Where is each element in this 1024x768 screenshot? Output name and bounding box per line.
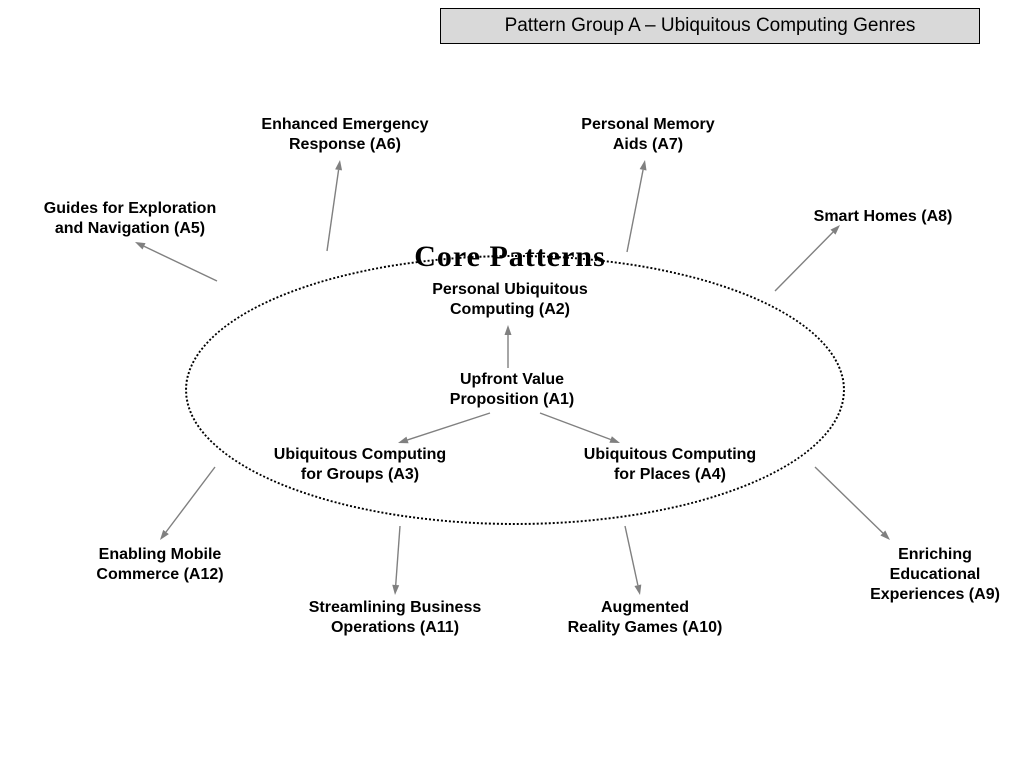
node-a6: Enhanced Emergency Response (A6) xyxy=(235,115,455,155)
node-a8: Smart Homes (A8) xyxy=(793,207,973,227)
node-a7: Personal Memory Aids (A7) xyxy=(563,115,733,155)
page-title: Pattern Group A – Ubiquitous Computing G… xyxy=(505,15,916,37)
node-a1: Upfront Value Proposition (A1) xyxy=(422,370,602,410)
node-a11: Streamlining Business Operations (A11) xyxy=(285,598,505,638)
node-a10: Augmented Reality Games (A10) xyxy=(545,598,745,638)
node-a12: Enabling Mobile Commerce (A12) xyxy=(75,545,245,585)
node-a9: Enriching Educational Experiences (A9) xyxy=(855,545,1015,605)
node-a3: Ubiquitous Computing for Groups (A3) xyxy=(250,445,470,485)
node-a4: Ubiquitous Computing for Places (A4) xyxy=(560,445,780,485)
title-box: Pattern Group A – Ubiquitous Computing G… xyxy=(440,8,980,44)
node-a5: Guides for Exploration and Navigation (A… xyxy=(20,199,240,239)
node-a2: Personal Ubiquitous Computing (A2) xyxy=(410,280,610,320)
core-patterns-label: Core Patterns xyxy=(380,240,640,274)
